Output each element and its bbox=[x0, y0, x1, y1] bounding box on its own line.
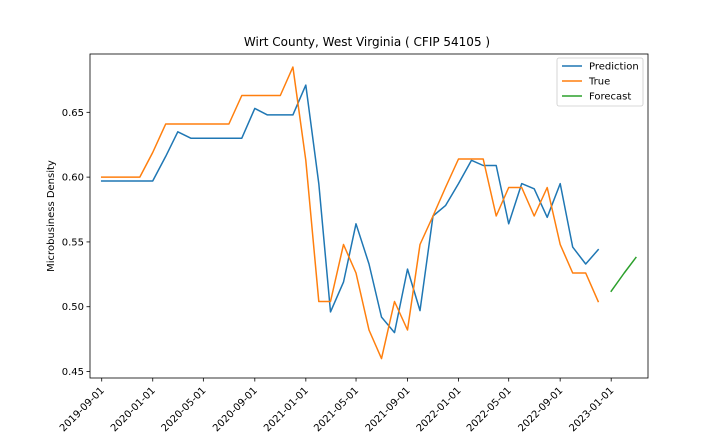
x-tick-label: 2021-09-01 bbox=[364, 385, 413, 432]
x-tick-label: 2021-01-01 bbox=[262, 385, 311, 432]
legend-label-forecast: Forecast bbox=[589, 92, 631, 103]
x-tick-label: 2023-01-01 bbox=[567, 385, 616, 432]
x-tick-label: 2020-05-01 bbox=[160, 385, 209, 432]
y-tick-label: 0.50 bbox=[62, 302, 84, 313]
y-tick-label: 0.55 bbox=[62, 237, 84, 248]
x-tick-label: 2022-09-01 bbox=[516, 385, 565, 432]
plot-frame bbox=[89, 53, 649, 379]
y-axis-label: Microbusiness Density bbox=[46, 160, 57, 272]
chart-title: Wirt County, West Virginia ( CFIP 54105 … bbox=[244, 35, 490, 49]
y-axis: 0.45 0.50 0.55 0.60 0.65 bbox=[62, 108, 90, 378]
legend-box bbox=[556, 57, 644, 107]
x-axis: 2019-09-01 2020-01-01 2020-05-01 2020-09-01… bbox=[58, 378, 616, 432]
x-tick-label: 2022-05-01 bbox=[465, 385, 514, 432]
series-layer bbox=[100, 66, 637, 360]
legend-label-true: True bbox=[588, 77, 610, 88]
series-line-prediction bbox=[100, 84, 600, 334]
series-line-true bbox=[100, 66, 600, 360]
x-tick-label: 2020-09-01 bbox=[211, 385, 260, 432]
legend: Prediction True Forecast bbox=[556, 57, 644, 107]
series-line-forecast bbox=[610, 256, 637, 293]
x-tick-label: 2019-09-01 bbox=[58, 385, 107, 432]
y-tick-label: 0.65 bbox=[62, 108, 84, 119]
y-tick-label: 0.60 bbox=[62, 173, 84, 184]
x-tick-label: 2021-05-01 bbox=[312, 385, 361, 432]
x-tick-label: 2020-01-01 bbox=[109, 385, 158, 432]
legend-label-prediction: Prediction bbox=[589, 62, 639, 73]
x-tick-label: 2022-01-01 bbox=[415, 385, 464, 432]
y-tick-label: 0.45 bbox=[62, 367, 84, 378]
